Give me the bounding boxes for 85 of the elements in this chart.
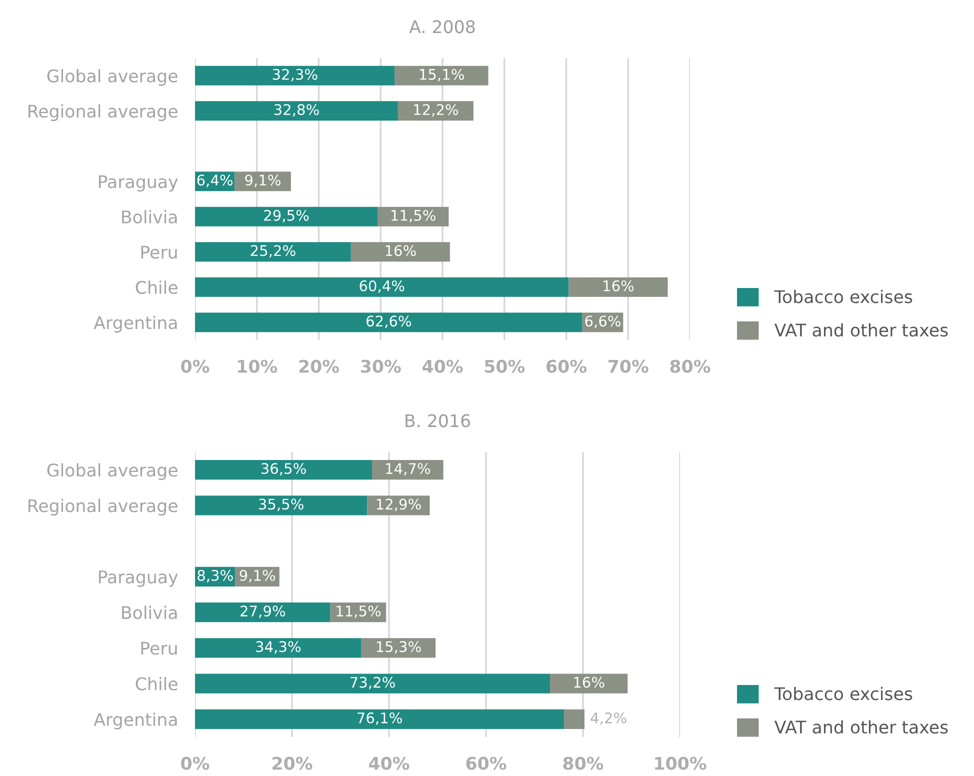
data-label: 25,2% — [250, 245, 296, 258]
bar — [394, 66, 488, 86]
chart-title: B. 2016 — [406, 414, 470, 428]
data-label: 16% — [604, 280, 634, 292]
data-label: 12,9% — [376, 498, 421, 512]
y-tick-label: Chile — [136, 676, 178, 690]
x-tick-label: 60% — [466, 756, 506, 770]
y-tick-label: Paraguay — [98, 175, 178, 192]
bar — [378, 206, 449, 226]
bar — [195, 496, 368, 516]
x-tick-label: 40% — [369, 756, 410, 770]
data-label: 15,3% — [376, 641, 421, 654]
x-tick-label: 80% — [563, 756, 604, 770]
x-tick-label: 40% — [422, 360, 463, 373]
bar — [550, 674, 628, 694]
data-label: 15,1% — [420, 68, 464, 82]
bar — [195, 242, 351, 262]
y-tick-label: Peru — [141, 246, 177, 259]
bar — [195, 709, 564, 729]
data-label: 73,2% — [350, 676, 395, 690]
x-tick-label: 70% — [608, 360, 648, 373]
y-tick-label: Argentina — [94, 712, 177, 730]
y-tick-label: Bolivia — [122, 606, 177, 620]
data-label: 16% — [386, 245, 416, 256]
bar — [564, 709, 584, 729]
data-label: 6,6% — [585, 316, 620, 328]
x-tick-label: 10% — [238, 360, 278, 373]
y-tick-label: Bolivia — [122, 210, 177, 224]
data-label: 4,2% — [590, 712, 626, 725]
data-label: 8,3% — [198, 570, 233, 582]
y-tick-label: Regional average — [28, 104, 178, 122]
bar — [234, 172, 291, 192]
y-tick-label: Argentina — [94, 316, 177, 333]
data-label: 32,3% — [272, 68, 318, 82]
bar — [195, 460, 372, 480]
chart-title: A. 2008 — [409, 20, 475, 34]
bar — [195, 602, 330, 622]
x-tick-label: 30% — [361, 360, 401, 373]
bar — [361, 638, 436, 658]
legend-label: Tobacco excises — [774, 290, 912, 304]
data-label: 29,5% — [264, 210, 309, 222]
bar — [195, 206, 378, 226]
y-tick-label: Paraguay — [98, 570, 178, 587]
data-label: 9,1% — [245, 174, 280, 188]
bar — [372, 460, 444, 480]
bar — [195, 277, 569, 297]
x-tick-label: 0% — [181, 756, 210, 770]
bar — [195, 312, 582, 332]
bar — [195, 101, 398, 121]
data-label: 9,1% — [240, 570, 276, 582]
data-label: 11,5% — [336, 606, 381, 618]
x-tick-label: 80% — [670, 360, 710, 373]
data-label: 6,4% — [197, 174, 233, 188]
data-label: 16% — [574, 676, 604, 688]
data-label: 34,3% — [256, 641, 301, 654]
y-tick-label: Regional average — [28, 498, 178, 516]
bar — [568, 277, 668, 297]
data-label: 14,7% — [386, 463, 430, 476]
x-tick-label: 20% — [299, 360, 339, 373]
bar — [350, 242, 450, 262]
legend-label: VAT and other taxes — [774, 323, 948, 337]
x-tick-label: 60% — [546, 360, 586, 373]
legend-label: VAT and other taxes — [774, 720, 948, 734]
data-label: 76,1% — [358, 712, 402, 725]
bar — [195, 66, 395, 86]
data-label: 35,5% — [259, 498, 304, 512]
data-label: 12,2% — [414, 104, 458, 117]
y-tick-label: Global average — [47, 463, 178, 480]
bar — [195, 674, 550, 694]
x-tick-label: 20% — [272, 756, 312, 770]
data-label: 27,9% — [240, 606, 286, 618]
data-label: 36,5% — [261, 463, 306, 476]
data-label: 32,8% — [274, 104, 319, 117]
bar — [398, 101, 474, 121]
data-label: 62,6% — [366, 316, 412, 328]
bar — [195, 638, 362, 658]
data-label: 60,4% — [360, 280, 404, 293]
legend-label: Tobacco excises — [774, 686, 912, 700]
y-tick-label: Chile — [136, 280, 178, 294]
data-label: 11,5% — [392, 210, 436, 222]
y-tick-label: Peru — [141, 642, 177, 655]
x-tick-label: 0% — [181, 360, 210, 373]
x-tick-label: 100% — [655, 756, 706, 770]
x-tick-label: 50% — [484, 360, 525, 373]
y-tick-label: Global average — [47, 69, 178, 86]
